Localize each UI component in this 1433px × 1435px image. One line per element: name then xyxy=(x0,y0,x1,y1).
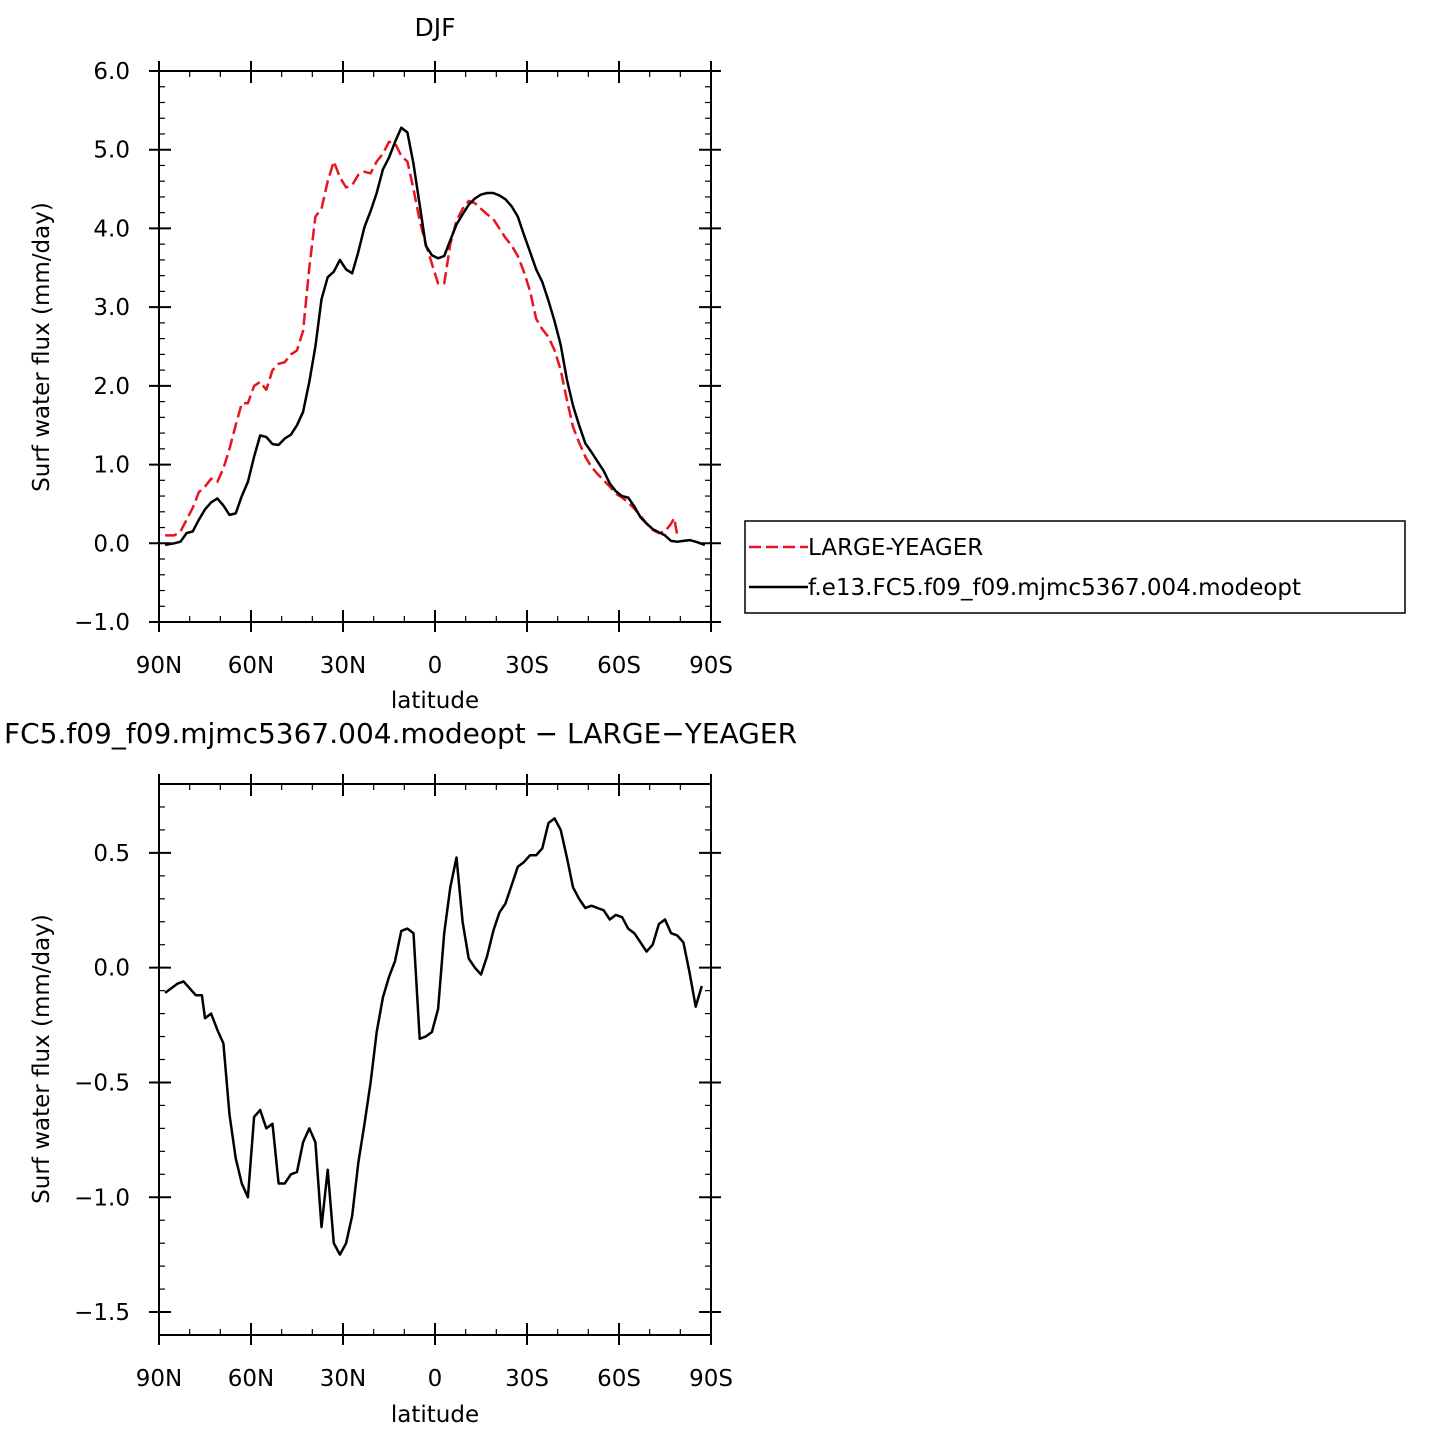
bottom-xtick-label: 60S xyxy=(597,1366,641,1392)
top-xtick-label: 60S xyxy=(597,653,641,679)
legend-box xyxy=(744,520,1406,614)
bottom-ytick-label: −1.0 xyxy=(74,1185,130,1211)
bottom-xtick-label: 30S xyxy=(505,1366,549,1392)
legend-label-modeopt: f.e13.FC5.f09_f09.mjmc5367.004.modeopt xyxy=(808,575,1301,601)
bottom-xtick-label: 90N xyxy=(136,1366,182,1392)
top-chart-ylabel: Surf water flux (mm/day) xyxy=(29,202,55,492)
bottom-xtick-label: 30N xyxy=(320,1366,366,1392)
bottom-ytick-label: 0.5 xyxy=(93,841,130,867)
top-ytick-label: 0.0 xyxy=(93,531,130,557)
bottom-chart-ylabel: Surf water flux (mm/day) xyxy=(29,914,55,1204)
top-xtick-label: 90N xyxy=(136,653,182,679)
bottom-chart-title: FC5.f09_f09.mjmc5367.004.modeopt − LARGE… xyxy=(4,717,797,750)
top-chart-xlabel: latitude xyxy=(391,688,479,714)
top-minor-ticks xyxy=(158,70,712,623)
bottom-xtick-label: 90S xyxy=(689,1366,733,1392)
top-xtick-label: 60N xyxy=(228,653,274,679)
bottom-ytick-label: 0.0 xyxy=(93,956,130,982)
bottom-minor-ticks xyxy=(158,783,712,1336)
legend: LARGE-YEAGER f.e13.FC5.f09_f09.mjmc5367.… xyxy=(744,520,1406,614)
top-ytick-label: 2.0 xyxy=(93,374,130,400)
top-y-ticks: 6.0 5.0 4.0 3.0 2.0 1.0 0.0 −1.0 xyxy=(74,59,721,636)
legend-label-large-yeager: LARGE-YEAGER xyxy=(808,535,983,561)
bottom-x-ticks: 90N 60N 30N 0 30S 60S 90S xyxy=(136,774,733,1392)
top-chart-frame xyxy=(158,70,712,623)
bottom-xtick-label: 0 xyxy=(428,1366,443,1392)
top-ytick-label: 5.0 xyxy=(93,138,130,164)
top-x-ticks: 90N 60N 30N 0 30S 60S 90S xyxy=(136,61,733,679)
top-ytick-label: −1.0 xyxy=(74,610,130,636)
top-ytick-label: 6.0 xyxy=(93,59,130,85)
top-chart-title: DJF xyxy=(414,13,455,42)
top-series-line-0 xyxy=(165,140,679,537)
bottom-xtick-label: 60N xyxy=(228,1366,274,1392)
bottom-chart-panel: FC5.f09_f09.mjmc5367.004.modeopt − LARGE… xyxy=(4,717,797,1428)
top-xtick-label: 90S xyxy=(689,653,733,679)
top-ytick-label: 1.0 xyxy=(93,453,130,479)
top-chart-panel: DJF Surf water flux (mm/day) latitude 6.… xyxy=(29,13,733,714)
top-xtick-label: 30S xyxy=(505,653,549,679)
top-xtick-label: 0 xyxy=(428,653,443,679)
top-xtick-label: 30N xyxy=(320,653,366,679)
bottom-y-ticks: 0.5 0.0 −0.5 −1.0 −1.5 xyxy=(74,841,721,1326)
top-series-group xyxy=(164,126,706,547)
bottom-chart-xlabel: latitude xyxy=(391,1402,479,1428)
bottom-ytick-label: −1.5 xyxy=(74,1300,130,1326)
bottom-ytick-label: −0.5 xyxy=(74,1070,130,1096)
top-ytick-label: 3.0 xyxy=(93,295,130,321)
top-series-line-1 xyxy=(164,126,706,547)
bottom-series-line-0 xyxy=(164,817,703,1256)
top-ytick-label: 4.0 xyxy=(93,216,130,242)
bottom-series-group xyxy=(164,817,703,1256)
bottom-chart-frame xyxy=(158,783,712,1336)
